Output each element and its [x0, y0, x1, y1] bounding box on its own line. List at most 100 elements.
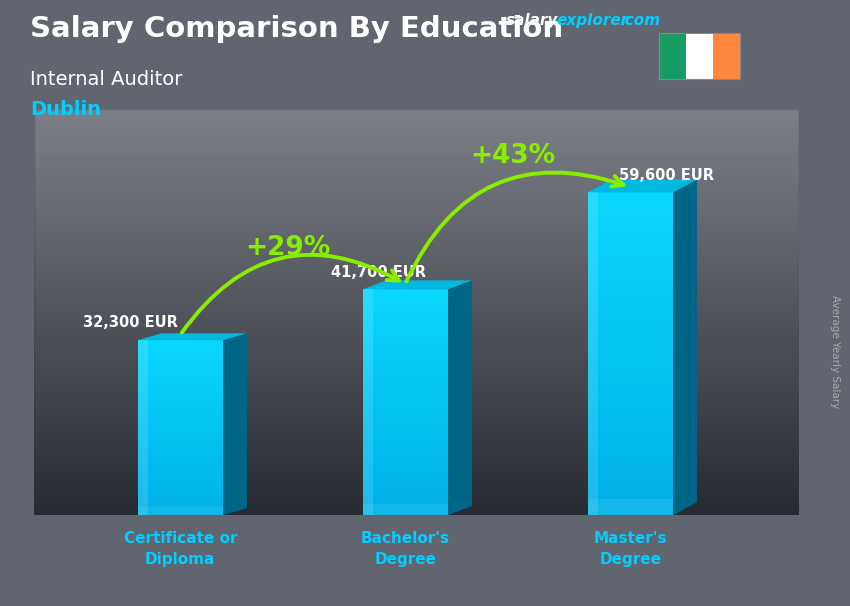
Bar — [138, 395, 223, 397]
Bar — [138, 493, 223, 496]
Bar — [362, 377, 448, 379]
Bar — [587, 228, 673, 233]
Bar — [138, 353, 223, 356]
Bar — [362, 298, 448, 301]
Bar — [138, 347, 223, 349]
Bar — [362, 476, 448, 478]
Bar — [138, 417, 223, 419]
Bar — [362, 428, 448, 430]
Bar — [138, 412, 223, 415]
Bar — [362, 331, 448, 335]
Bar — [138, 443, 223, 445]
Bar — [138, 425, 223, 428]
Bar — [138, 404, 223, 406]
Bar — [587, 208, 673, 213]
Bar — [587, 427, 673, 430]
Bar — [138, 382, 223, 384]
Bar — [362, 493, 448, 495]
Text: 59,600 EUR: 59,600 EUR — [619, 168, 714, 182]
Bar — [587, 499, 673, 503]
Bar — [587, 257, 673, 261]
Bar — [587, 201, 673, 205]
Bar — [362, 348, 448, 351]
Polygon shape — [448, 281, 472, 515]
Text: .com: .com — [619, 13, 660, 28]
Text: Salary Comparison By Education: Salary Comparison By Education — [30, 15, 563, 43]
Bar — [587, 394, 673, 398]
Bar — [587, 451, 673, 454]
Bar — [587, 479, 673, 483]
Bar — [587, 430, 673, 435]
Bar — [587, 422, 673, 427]
Bar — [587, 345, 673, 350]
Bar — [362, 478, 448, 481]
Bar — [587, 467, 673, 471]
Bar — [587, 435, 673, 439]
Bar — [587, 362, 673, 366]
Bar — [587, 342, 673, 345]
Bar — [587, 221, 673, 225]
Bar — [362, 510, 448, 512]
Bar — [362, 484, 448, 487]
Bar — [587, 318, 673, 322]
Bar — [138, 461, 223, 462]
Bar — [362, 507, 448, 510]
Bar — [362, 512, 448, 515]
Bar — [138, 430, 223, 432]
Bar — [587, 298, 673, 301]
Bar — [138, 502, 223, 504]
Bar — [587, 402, 673, 406]
Bar — [138, 471, 223, 473]
Bar — [587, 338, 673, 342]
Bar — [362, 447, 448, 450]
Text: 32,300 EUR: 32,300 EUR — [83, 316, 178, 330]
Bar — [138, 456, 223, 458]
Bar — [587, 370, 673, 374]
Text: explorer: explorer — [557, 13, 629, 28]
Bar — [138, 378, 223, 379]
Bar — [587, 233, 673, 237]
Bar — [362, 355, 448, 357]
Bar — [362, 498, 448, 501]
Bar — [587, 439, 673, 442]
Bar — [362, 289, 448, 292]
Bar — [587, 495, 673, 499]
Bar — [362, 439, 448, 442]
Bar — [138, 467, 223, 469]
Bar — [362, 388, 448, 391]
Text: salary: salary — [506, 13, 558, 28]
Bar — [587, 196, 673, 201]
Bar — [362, 368, 448, 371]
Bar — [362, 481, 448, 484]
Bar — [138, 399, 223, 401]
Bar — [362, 495, 448, 498]
Bar — [138, 373, 223, 375]
Bar — [138, 401, 223, 404]
Bar — [362, 295, 448, 298]
Bar — [362, 416, 448, 419]
Bar — [138, 465, 223, 467]
Bar — [362, 453, 448, 456]
Bar — [138, 364, 223, 367]
Polygon shape — [362, 504, 448, 515]
Bar — [587, 491, 673, 495]
Bar — [362, 323, 448, 326]
Bar — [362, 490, 448, 493]
Bar — [138, 513, 223, 515]
Bar — [362, 464, 448, 467]
Bar — [138, 397, 223, 399]
Bar — [362, 450, 448, 453]
Bar — [587, 313, 673, 318]
Bar — [587, 241, 673, 245]
Bar — [362, 306, 448, 309]
Bar — [138, 508, 223, 511]
Bar — [362, 312, 448, 315]
Bar — [587, 350, 673, 354]
Bar — [138, 393, 223, 395]
Bar — [138, 410, 223, 412]
Bar — [138, 342, 223, 345]
Bar — [138, 462, 223, 465]
Bar — [362, 301, 448, 304]
Bar — [362, 419, 448, 422]
Bar — [138, 441, 223, 443]
